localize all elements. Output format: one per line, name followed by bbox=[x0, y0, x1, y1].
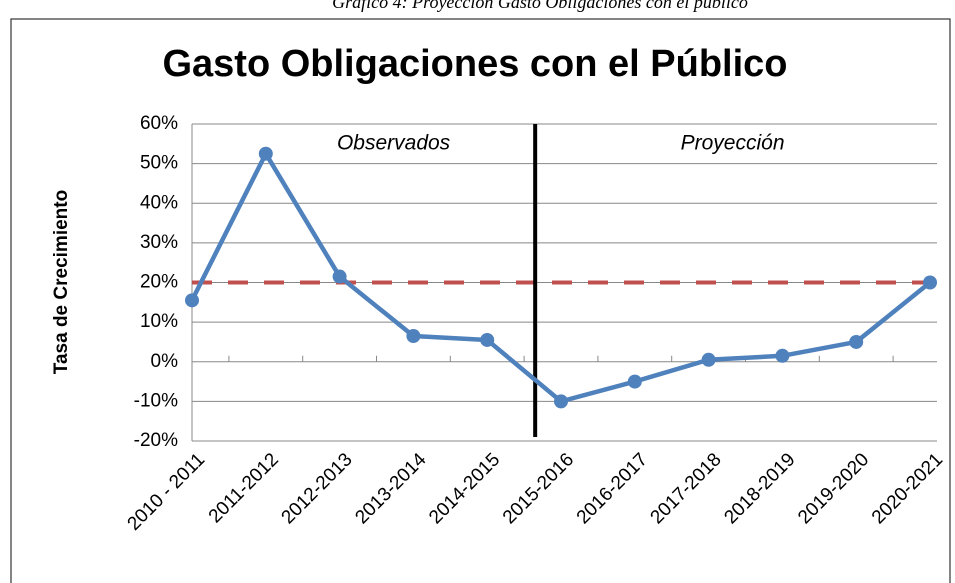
x-tick-label: 2015-2016 bbox=[499, 449, 578, 528]
y-tick-label: 30% bbox=[140, 232, 178, 253]
x-tick-label: 2013-2014 bbox=[351, 449, 430, 528]
y-tick-label: 0% bbox=[151, 351, 179, 372]
point bbox=[627, 374, 642, 389]
x-tick-label: 2014-2015 bbox=[425, 449, 504, 528]
y-tick-label: 10% bbox=[140, 311, 178, 332]
annotation: Proyección bbox=[681, 132, 785, 155]
point bbox=[775, 348, 790, 363]
point bbox=[332, 269, 347, 284]
y-tick-label: 50% bbox=[140, 153, 178, 174]
point bbox=[554, 394, 568, 409]
chart-title: Gasto Obligaciones con el Público bbox=[162, 43, 787, 85]
chart-border bbox=[10, 18, 951, 583]
x-tick-label: 2011-2012 bbox=[205, 449, 283, 527]
line bbox=[189, 151, 932, 404]
point bbox=[185, 293, 199, 308]
point bbox=[480, 332, 495, 347]
annotation: Observados bbox=[337, 132, 451, 155]
y-tick-label: 60% bbox=[140, 113, 178, 134]
y-axis-label: Tasa de Crecimiento bbox=[51, 190, 72, 374]
x-tick-label: 2016-2017 bbox=[573, 449, 652, 528]
y-tick-label: -10% bbox=[134, 390, 178, 411]
x-tick-label: 2020-2021 bbox=[868, 449, 947, 528]
x-tick-label: 2010 - 2011 bbox=[124, 449, 210, 535]
x-tick-label: 2018-2019 bbox=[720, 449, 799, 528]
point bbox=[406, 328, 421, 343]
point bbox=[701, 352, 716, 367]
x-tick-label: 2017-2018 bbox=[647, 449, 726, 528]
y-tick-label: 20% bbox=[140, 272, 178, 293]
y-tick-label: -20% bbox=[134, 430, 178, 451]
point bbox=[923, 275, 937, 290]
point bbox=[258, 146, 273, 161]
y-tick-label: 40% bbox=[140, 192, 178, 213]
x-tick-label: 2019-2020 bbox=[794, 449, 873, 528]
point bbox=[849, 334, 864, 349]
caption: Gráfico 4: Proyección Gasto Obligaciones… bbox=[332, 0, 748, 12]
x-tick-label: 2012-2013 bbox=[278, 449, 357, 528]
